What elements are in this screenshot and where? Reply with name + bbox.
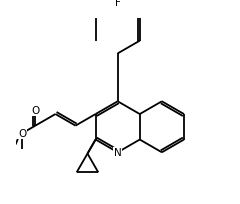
Text: N: N	[114, 147, 121, 157]
Text: F: F	[115, 0, 121, 8]
Text: O: O	[18, 129, 26, 139]
Text: O: O	[31, 106, 40, 116]
